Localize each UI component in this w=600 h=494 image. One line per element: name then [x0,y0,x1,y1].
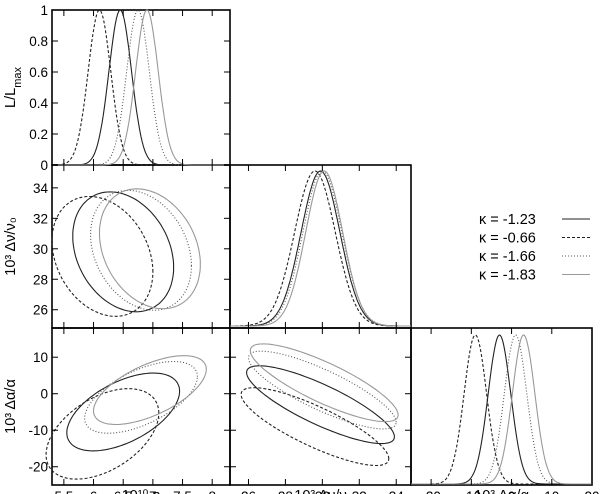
y-tick-label: 30 [33,242,48,257]
legend: κ = -1.23 κ = -0.66 κ = -1.66 κ = -1.83 [479,212,590,284]
panel-frame [229,164,412,329]
ellipse-da-dv-0 [246,365,395,445]
legend-label: κ = -1.83 [479,268,536,284]
x-tick-label: 0 [508,489,516,494]
x-axis-label-da: 10³ Δα/α [474,488,529,494]
x-tick-label: -20 [421,489,441,494]
ellipse-da-dv-2 [247,350,397,430]
y-axis-label: 10³ Δν/ν₀ [3,217,19,275]
ellipse-da-dv-3 [249,343,399,423]
panel-frame [410,327,593,486]
ellipse-da-eta-3 [92,355,207,426]
x-tick-label: 7 [149,489,157,494]
ellipse-dv-eta-1 [51,195,154,317]
y-tick-label: 28 [33,272,48,287]
curve-dv-0 [230,170,411,327]
ellipse-da-eta-1 [45,388,160,480]
y-tick-label: 32 [33,211,48,226]
x-tick-label: 34 [389,489,405,494]
y-tick-label: 0.8 [29,34,48,49]
x-tick-label: 28 [278,489,293,494]
y-axis-label-sub: max [12,67,24,88]
y-tick-label: -20 [28,460,48,475]
ellipse-da-eta-2 [84,360,198,434]
y-tick-label: 0 [40,387,48,402]
legend-label: κ = -0.66 [479,231,536,247]
x-axis-label-dv: 10³ Δν/ν [294,488,346,494]
x-tick-label: 7.5 [173,489,192,494]
x-axis-label-eta: 10¹⁰ η [122,488,161,494]
legend-label: κ = -1.66 [479,249,536,265]
x-tick-label: 26 [241,489,256,494]
y-tick-label: -10 [28,423,48,438]
x-tick-label: 8 [208,489,216,494]
y-tick-label: 0 [40,158,48,173]
y-tick-label: 10 [33,350,48,365]
y-tick-label: 1 [40,3,48,18]
curve-dv-2 [230,170,411,327]
x-tick-label: 6.5 [114,489,133,494]
y-tick-label: 26 [33,303,48,318]
ellipse-dv-eta-0 [72,191,175,313]
x-tick-label: 20 [584,489,599,494]
ellipse-da-dv-1 [240,387,390,467]
x-tick-label: 30 [315,489,330,494]
curve-eta-3 [52,9,230,166]
x-tick-label: 6 [90,489,98,494]
curve-da-3 [411,334,592,485]
x-tick-label: 32 [352,489,367,494]
curve-dv-3 [230,170,411,327]
curve-dv-1 [230,170,411,327]
y-tick-label: 0.2 [29,127,48,142]
x-tick-label: 5.5 [54,489,73,494]
x-tick-label: 10 [544,489,559,494]
ellipse-dv-eta-3 [98,188,201,310]
panel-frame [229,327,412,486]
ellipse-da-eta-0 [66,372,181,452]
likelihood-curves [45,9,592,485]
legend-label: κ = -1.23 [479,212,536,228]
tick-marks [52,9,593,485]
x-tick-label: -10 [462,489,482,494]
y-tick-label: 34 [33,181,49,196]
y-axis-label: 10³ Δα/α [3,379,19,434]
y-tick-label: 0.4 [29,96,48,111]
y-axis-label: L/Lmax [3,67,24,108]
y-tick-label: 0.6 [29,65,48,80]
